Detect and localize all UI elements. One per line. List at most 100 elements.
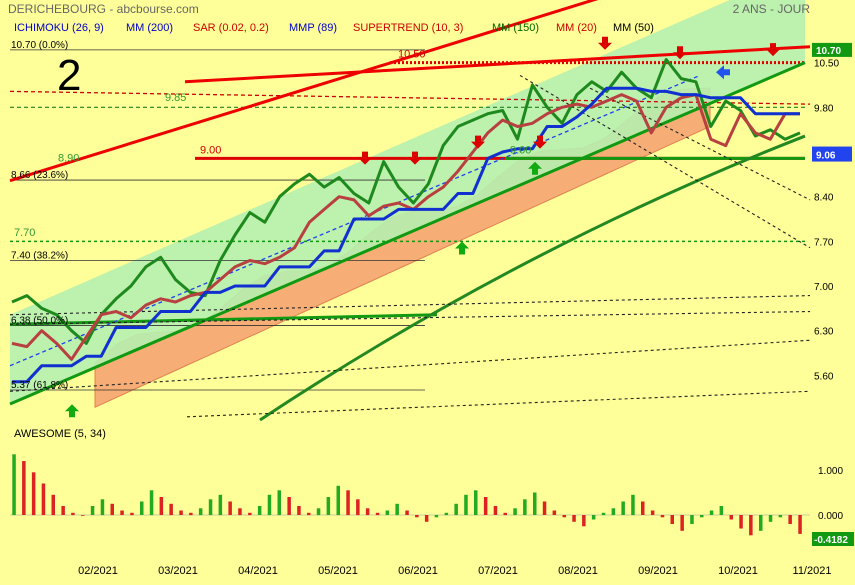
month-label-2: 04/2021: [238, 565, 278, 577]
ao-bar-27: [277, 490, 281, 516]
level-label-0: 10.50: [398, 49, 426, 61]
ao-bar-42: [424, 515, 429, 522]
chart-title: DERICHEBOURG - abcbourse.com: [8, 2, 199, 16]
ao-bar-53: [533, 492, 537, 515]
ao-bar-6: [71, 512, 75, 516]
sar-down-arrow-2: [471, 135, 485, 149]
sar-down-arrow-0: [358, 151, 372, 165]
big-annotation: 2: [57, 51, 81, 100]
current-price-box: [812, 146, 852, 162]
ao-bar-66: [660, 515, 665, 518]
ao-bar-75: [749, 515, 753, 536]
sar-down-arrow-3: [533, 135, 547, 149]
ao-bar-4: [51, 494, 55, 516]
level-label-5: 9.00: [510, 144, 531, 156]
ao-bar-43: [434, 515, 439, 518]
top-tag-box: [812, 42, 852, 57]
ao-bar-70: [700, 515, 704, 518]
price-tick-6: 5.60: [814, 371, 834, 382]
ao-bar-7: [81, 515, 85, 516]
ao-bar-39: [395, 503, 399, 516]
ao-tick-1: 0.000: [818, 511, 843, 522]
ao-bar-51: [513, 508, 517, 516]
ao-bar-52: [523, 499, 527, 516]
ao-bar-78: [778, 515, 783, 518]
price-tick-5: 6.30: [814, 327, 834, 338]
dotted-down-1: [589, 87, 811, 201]
legend-item-4: SUPERTREND (10, 3): [353, 22, 463, 34]
fib-label-3: 6.38 (50.0%): [11, 316, 68, 327]
ao-bar-0: [12, 454, 16, 516]
ao-bar-23: [238, 508, 242, 516]
ao-bar-46: [464, 494, 468, 516]
ao-bar-71: [709, 510, 714, 515]
fib-label-4: 5.37 (61.8%): [11, 380, 68, 391]
ao-bar-12: [130, 512, 134, 516]
ao-bar-61: [611, 508, 616, 516]
ao-bar-62: [621, 501, 625, 515]
price-tick-0: 10.50: [814, 59, 839, 70]
series-line-2: [12, 86, 800, 384]
channel-top-line: [9, 0, 599, 183]
sar-down-arrow-6: [766, 43, 780, 57]
month-label-3: 05/2021: [318, 565, 358, 577]
chart-period: 2 ANS - JOUR: [732, 2, 810, 16]
ao-bar-38: [385, 510, 390, 515]
ao-bar-45: [454, 503, 458, 516]
ao-bar-16: [169, 503, 173, 516]
ao-bar-10: [110, 503, 114, 516]
ma-150-line: [259, 134, 806, 422]
ao-bar-18: [189, 512, 193, 516]
ao-bar-50: [503, 512, 507, 516]
legend-item-0: ICHIMOKU (26, 9): [14, 22, 104, 34]
month-label-1: 03/2021: [158, 565, 198, 577]
level-label-4: 7.70: [14, 227, 35, 239]
support-flat-line: [9, 313, 438, 326]
ao-bar-5: [61, 506, 65, 515]
ao-bar-8: [90, 506, 95, 515]
ao-bar-60: [601, 512, 606, 516]
ao-bar-28: [287, 497, 291, 515]
sar-down-arrow-1: [408, 151, 422, 165]
ao-bar-1: [22, 461, 26, 515]
ao-bar-35: [356, 499, 360, 516]
series-line-1: [11, 93, 800, 361]
ao-bar-80: [798, 515, 802, 534]
ao-label: AWESOME (5, 34): [14, 428, 106, 440]
ao-bar-58: [582, 515, 586, 527]
legend-item-3: MMP (89): [289, 22, 337, 34]
price-tick-4: 7.00: [814, 282, 834, 293]
ao-bar-67: [670, 515, 674, 524]
dotted-support-0: [186, 390, 811, 418]
ao-bar-24: [248, 512, 252, 516]
ao-tick-0: 1.000: [818, 466, 843, 477]
ao-bar-65: [650, 510, 655, 515]
legend-item-7: MM (50): [613, 22, 654, 34]
ao-bar-31: [316, 508, 321, 516]
ao-value-label: -0.4182: [814, 535, 848, 546]
ao-bar-59: [591, 515, 596, 520]
top-tag-label: 10.70: [816, 46, 841, 57]
legend-item-2: SAR (0.02, 0.2): [193, 22, 269, 34]
month-label-9: 11/2021: [793, 565, 832, 577]
legend-item-1: MM (200): [126, 22, 173, 34]
ao-bar-20: [208, 499, 213, 516]
sar-up-arrow-1: [455, 241, 469, 255]
ao-bar-72: [719, 506, 724, 515]
ao-bar-26: [267, 494, 272, 516]
ao-bar-55: [552, 510, 557, 515]
month-label-0: 02/2021: [78, 565, 118, 577]
legend-item-6: MM (20): [556, 22, 597, 34]
ao-bar-34: [346, 490, 350, 516]
sar-up-arrow-0: [65, 404, 79, 418]
dotted-support-1: [9, 339, 811, 392]
ao-bar-22: [228, 501, 232, 515]
series-line-0: [11, 58, 801, 345]
current-price-label: 9.06: [816, 151, 836, 162]
ao-bar-13: [140, 501, 144, 515]
ao-bar-47: [474, 490, 478, 516]
month-label-7: 09/2021: [638, 565, 678, 577]
ao-bar-40: [405, 510, 409, 515]
